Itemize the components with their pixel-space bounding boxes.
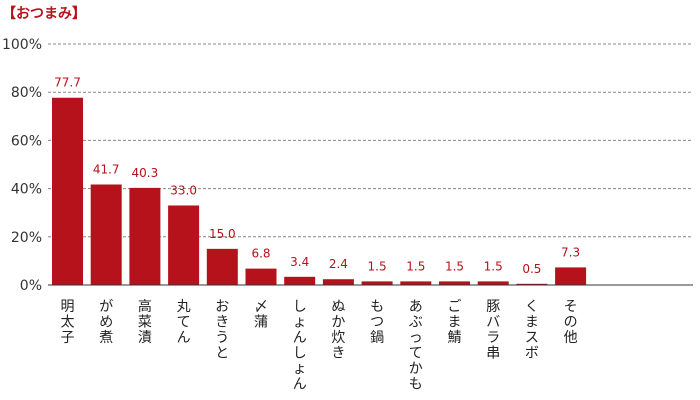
category-label: その他: [564, 299, 578, 346]
value-label: 15.0: [209, 227, 236, 241]
value-label: 0.5: [522, 262, 541, 276]
category-label: がめ煮: [99, 299, 113, 346]
category-label: 明太子: [61, 299, 75, 346]
bar: [90, 184, 122, 285]
category-label: 豚バラ串: [486, 299, 500, 362]
value-labels: 77.7 41.7 40.3 33.0 15.0 6.8 3.4 2.4 1.5 1.5 1.5 1.…: [54, 76, 580, 276]
value-label: 6.8: [251, 247, 270, 261]
value-label: 2.4: [329, 257, 348, 271]
category-labels: 明太子 がめ煮 高菜漬 丸てん おきうと 〆蒲 しょんしょん ぬか炊き もつ鍋 あぶってかも ごま鯖…: [61, 298, 578, 393]
bar: [52, 97, 83, 285]
category-label: 〆蒲: [254, 299, 268, 331]
bar: [245, 268, 277, 285]
y-tick-label: 100%: [2, 37, 42, 53]
value-label: 1.5: [368, 259, 387, 273]
bar: [168, 205, 200, 285]
y-tick-label: 80%: [11, 85, 42, 101]
value-label: 40.3: [132, 166, 159, 180]
value-label: 77.7: [54, 76, 81, 90]
value-label: 1.5: [445, 259, 464, 273]
y-axis-ticks: 0% 20% 40% 60% 80% 100%: [2, 37, 42, 294]
bar: [439, 281, 470, 285]
category-label: もつ鍋: [370, 299, 384, 346]
bar: [284, 276, 316, 285]
category-label: あぶってかも: [409, 299, 423, 393]
y-tick-label: 0%: [20, 278, 42, 294]
category-label: 丸てん: [177, 299, 191, 346]
gridlines: [48, 43, 693, 238]
bar: [516, 283, 548, 285]
category-label: おきうと: [215, 299, 229, 362]
bar: [129, 187, 161, 285]
y-tick-label: 40%: [11, 182, 42, 198]
bar: [400, 281, 432, 285]
category-label: 高菜漬: [138, 298, 152, 346]
bar: [555, 267, 587, 285]
category-label: くまスボ: [525, 299, 539, 362]
category-label: ごま鯖: [448, 299, 462, 346]
chart-title: 【おつまみ】: [2, 6, 86, 22]
value-label: 41.7: [93, 163, 120, 177]
bars: [52, 97, 587, 285]
value-label: 3.4: [290, 255, 309, 269]
category-label: しょんしょん: [293, 299, 307, 393]
value-label: 7.3: [561, 245, 580, 259]
bar: [361, 281, 393, 285]
y-tick-label: 60%: [11, 133, 42, 149]
value-label: 33.0: [170, 183, 197, 197]
category-label: ぬか炊き: [331, 299, 345, 362]
bar: [322, 279, 354, 285]
y-tick-label: 20%: [11, 230, 42, 246]
value-label: 1.5: [406, 259, 425, 273]
bar: [477, 281, 509, 285]
value-label: 1.5: [484, 259, 503, 273]
bar: [206, 248, 238, 285]
